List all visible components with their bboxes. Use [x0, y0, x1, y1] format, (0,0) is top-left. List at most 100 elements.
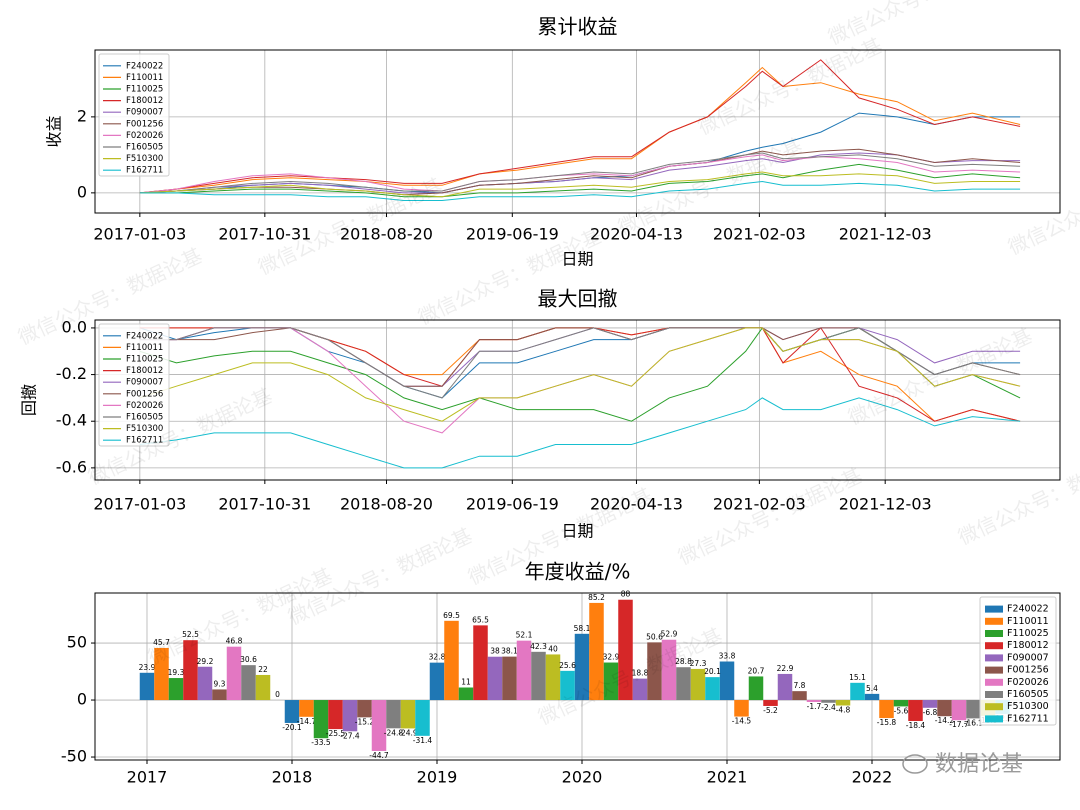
- x-tick-label: 2021-12-03: [839, 225, 932, 244]
- data-label: -17.7: [949, 720, 969, 729]
- legend-box: [98, 323, 170, 447]
- brand-text: 数据论基: [935, 752, 1023, 777]
- watermark: 微信公众号：数据论基: [824, 0, 1015, 50]
- data-label: -4.8: [836, 706, 851, 715]
- bar: [908, 700, 923, 722]
- x-tick-label: 2019-06-19: [466, 225, 559, 244]
- data-label: -31.4: [413, 736, 433, 745]
- legend: F240022F110011F110025F180012F090007F0012…: [979, 596, 1057, 726]
- data-label: 22: [258, 665, 268, 674]
- legend-label: F110011: [126, 73, 163, 83]
- data-label: 50.6: [646, 632, 663, 641]
- x-tick-label: 2017-01-03: [93, 225, 186, 244]
- data-label: -15.2: [355, 717, 375, 726]
- series-line: [139, 327, 1021, 399]
- bar: [719, 661, 735, 701]
- bar: [386, 700, 401, 729]
- x-tick-label: 2018: [272, 768, 313, 787]
- x-tick-label: 2019: [417, 768, 458, 787]
- legend-label: F001256: [1007, 665, 1049, 676]
- data-label: 20.7: [748, 666, 765, 675]
- series-line: [139, 327, 1021, 387]
- brand-icon: [902, 754, 928, 774]
- series-line: [139, 171, 1021, 198]
- bar: [516, 640, 532, 701]
- y-tick-label: -0.2: [56, 364, 87, 383]
- series-line: [139, 152, 1021, 194]
- data-label: 33.8: [719, 652, 736, 661]
- legend-label: F240022: [1007, 604, 1049, 615]
- legend-swatch: [985, 691, 1003, 698]
- series-line: [139, 152, 1021, 194]
- y-axis-label: 回撤: [20, 384, 39, 416]
- axes-frame: [94, 319, 1061, 481]
- data-label: -25.5: [326, 729, 346, 738]
- legend-label: F110025: [126, 355, 163, 365]
- data-label: 52.5: [182, 630, 199, 639]
- legend-label: F162711: [126, 436, 163, 446]
- legend-label: F180012: [1007, 640, 1049, 651]
- bar: [545, 654, 561, 701]
- bar: [951, 700, 967, 721]
- series-line: [139, 327, 1021, 422]
- legend-swatch: [985, 703, 1003, 711]
- data-label: -24.9: [398, 728, 418, 737]
- bar: [676, 667, 691, 701]
- y-tick-label: 2: [77, 106, 87, 125]
- data-label: 5.4: [866, 684, 878, 693]
- watermark: 微信公众号：数据论基: [674, 463, 865, 569]
- x-tick-label: 2020-04-13: [590, 225, 683, 244]
- bar: [661, 639, 677, 701]
- series-line: [139, 66, 1021, 194]
- legend-label: F240022: [126, 331, 163, 341]
- legend-label: F180012: [126, 366, 163, 376]
- watermark: 微信公众号：数据论基: [1004, 153, 1080, 259]
- series-line: [139, 112, 1021, 194]
- x-axis-label: 日期: [561, 250, 593, 269]
- bar: [299, 700, 314, 717]
- bar: [473, 625, 488, 701]
- legend-swatch: [985, 605, 1003, 613]
- bar: [502, 656, 517, 701]
- bar: [560, 670, 575, 701]
- bar: [734, 700, 749, 717]
- y-tick-label: -0.4: [56, 411, 87, 430]
- bar: [371, 700, 387, 751]
- data-label: 20.1: [704, 667, 721, 676]
- bar: [850, 682, 865, 701]
- x-tick-label: 2019-06-19: [466, 495, 559, 514]
- data-label: 19.3: [168, 668, 185, 677]
- axes-frame: [94, 592, 1061, 761]
- legend-label: F160505: [126, 413, 163, 423]
- data-label: -44.7: [369, 751, 389, 760]
- data-label: 42.3: [530, 642, 547, 651]
- x-tick-label: 2021: [707, 768, 748, 787]
- data-label: 30.6: [240, 655, 257, 664]
- bar: [574, 633, 590, 701]
- data-label: 18.8: [632, 669, 649, 678]
- bar: [763, 700, 778, 706]
- legend-swatch: [985, 617, 1003, 625]
- y-tick-label: -50: [61, 747, 87, 766]
- data-label: 45.7: [153, 638, 170, 647]
- bar: [429, 662, 445, 701]
- axes-frame: [94, 49, 1061, 214]
- bar: [922, 700, 938, 708]
- y-tick-label: 0: [77, 182, 87, 201]
- bar: [893, 700, 909, 707]
- bar: [357, 700, 372, 718]
- legend-label: F110025: [126, 85, 163, 95]
- x-tick-label: 2017-01-03: [93, 495, 186, 514]
- bar: [487, 656, 503, 701]
- legend-label: F510300: [126, 424, 163, 434]
- legend: F240022F110011F110025F180012F090007F0012…: [98, 53, 170, 177]
- x-tick-label: 2020: [562, 768, 603, 787]
- data-label: 9.3: [214, 679, 226, 688]
- legend-label: F090007: [126, 378, 163, 388]
- data-label: 15.1: [849, 673, 866, 682]
- bar: [284, 700, 300, 723]
- bar: [748, 676, 764, 701]
- legend-label: F110011: [126, 343, 163, 353]
- x-tick-label: 2017-10-31: [218, 225, 311, 244]
